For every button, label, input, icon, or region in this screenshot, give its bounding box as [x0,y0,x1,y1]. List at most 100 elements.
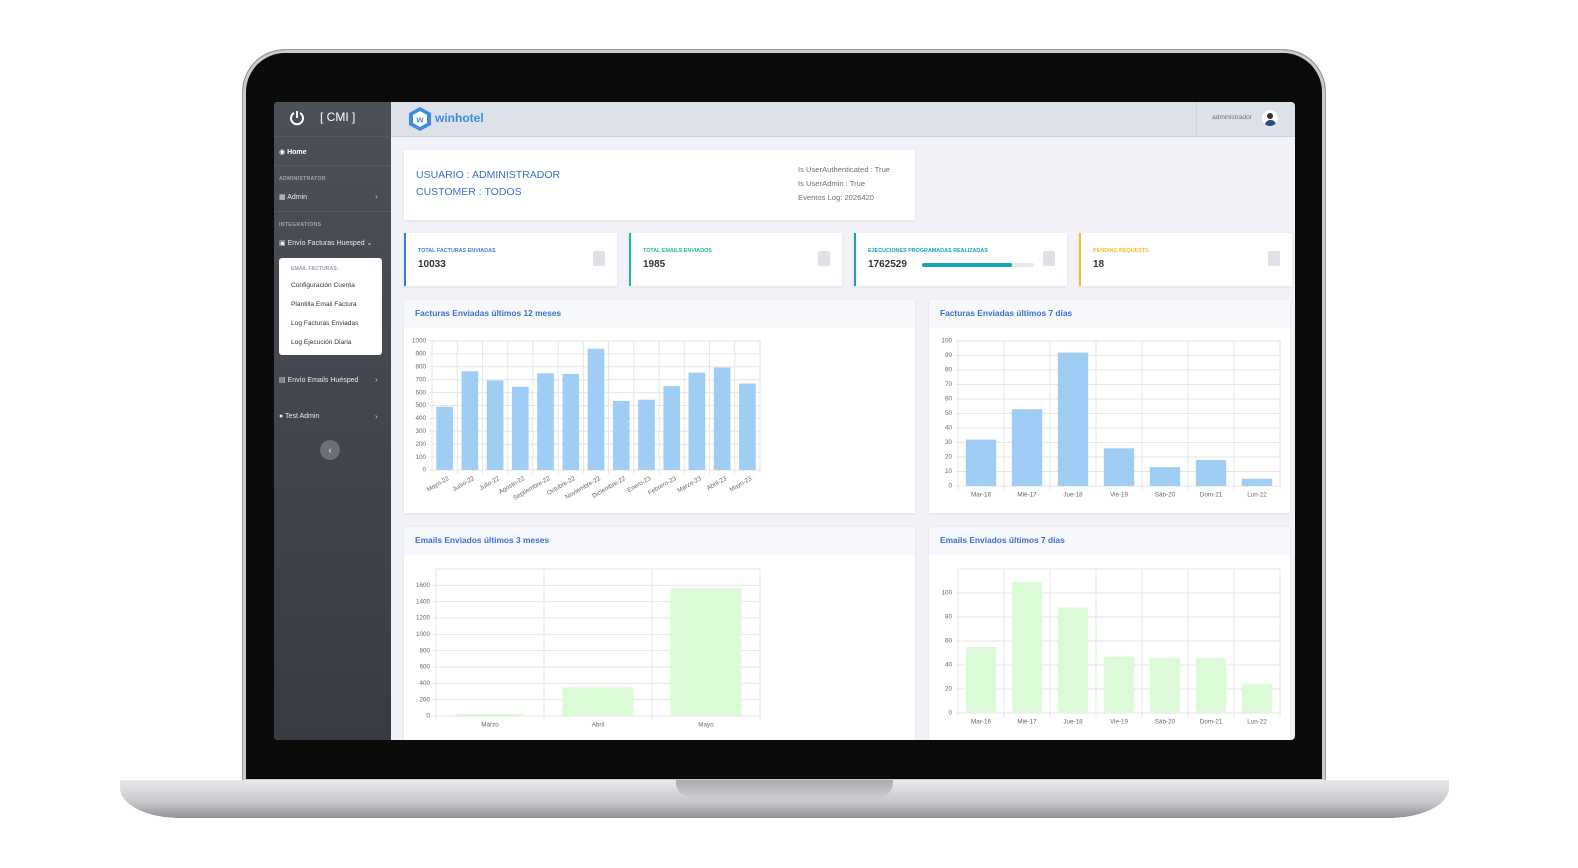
info-card: USUARIO : ADMINISTRADOR CUSTOMER : TODOS… [404,150,915,220]
stat-value: 1762529 [868,259,907,270]
submenu: EMAIL FACTURAS: Configuración Cuenta Pla… [279,258,382,355]
y-tick-label: 300 [415,428,426,435]
bar [1195,459,1227,486]
user-name[interactable]: administrador [1212,114,1252,121]
chart: Emails Enviados últimos 7 días 0 20 40 60 80 1… [929,527,1290,726]
stat-icon [593,251,605,266]
chart-title: Emails Enviados últimos 3 meses [415,535,549,545]
chart-card: Emails Enviados últimos 3 meses 0 200 400 60… [404,527,915,740]
submenu-item[interactable]: Plantilla Email Factura [291,301,357,308]
y-tick-label: 60 [945,638,953,645]
stat-card: EJECUCIONES PROGRAMADAS REALIZADAS 176252… [854,233,1067,286]
menu-admin[interactable]: ▦ Admin [279,194,308,201]
chart-header [404,300,915,328]
chevron: › [375,192,378,201]
stat-value: 10033 [418,259,446,270]
menu-envio-facturas[interactable]: ▣ Envío Facturas Huesped ⌄ [279,240,373,247]
top-bar: w winhotel administrador [391,102,1295,137]
submenu-item[interactable]: Configuración Cuenta [291,282,355,289]
separator [274,136,391,137]
stat-icon [818,251,830,266]
collapse-button[interactable]: ‹ [320,440,340,460]
bar [461,371,479,470]
y-tick-label: 0 [422,467,426,474]
bar [965,439,997,486]
menu-test-admin[interactable]: ● Test Admin [279,413,320,420]
y-tick-label: 1200 [416,615,431,622]
sidebar: [ CMI ] ◉ Home ADMINISTRATOR ▦ Admin › I… [274,102,391,740]
y-tick-label: 1000 [416,631,431,638]
chevron: › [375,412,378,421]
stat-label: PENDING REQUESTS [1093,248,1149,254]
x-tick-label: Sáb-20 [1155,492,1176,499]
chart-card: Facturas Enviadas últimos 12 meses 0 100 20… [404,300,915,513]
y-tick-label: 500 [415,402,426,409]
menu-home[interactable]: ◉ Home [279,149,307,156]
x-tick-label: Dom-21 [1200,719,1223,726]
bar [436,406,453,470]
progress-track [922,263,1034,267]
bar [638,399,655,470]
chart-title: Emails Enviados últimos 7 días [940,535,1065,545]
x-tick-label: Vie-19 [1110,719,1129,726]
x-tick-label: Vie-19 [1110,492,1129,499]
menu-label: Envío Facturas Huesped [287,240,365,247]
y-tick-label: 700 [415,376,426,383]
bar [1103,656,1135,713]
bar [612,400,630,470]
x-tick-label: Marzo-23 [676,475,703,495]
y-tick-label: 800 [419,647,430,654]
y-tick-label: 400 [419,680,430,687]
stat-value: 18 [1093,259,1105,270]
y-tick-label: 200 [419,696,430,703]
info-eventos: Eventos Log: 2026420 [798,193,875,202]
chart-card: Facturas Enviadas últimos 7 días 0 10 20 30 4… [929,300,1290,513]
x-tick-label: Mié-17 [1017,492,1037,499]
y-tick-label: 0 [948,483,952,490]
x-tick-label: Mar-16 [971,719,991,726]
info-customer: CUSTOMER : TODOS [416,186,522,198]
bar [1195,657,1227,713]
separator [1196,102,1197,136]
y-tick-label: 900 [415,351,426,358]
y-tick-label: 100 [941,590,952,597]
bar [1011,409,1043,486]
submenu-title: EMAIL FACTURAS: [291,266,339,272]
y-tick-label: 200 [415,441,426,448]
y-tick-label: 40 [945,662,953,669]
screen: [ CMI ] ◉ Home ADMINISTRATOR ▦ Admin › I… [274,102,1295,740]
y-tick-label: 800 [415,363,426,370]
chart-card: Emails Enviados últimos 7 días 0 20 40 60 80 1… [929,527,1290,740]
bar [739,383,756,470]
bar [562,687,634,716]
bar [587,348,605,470]
bar [1057,607,1089,713]
bar [511,386,529,470]
chart-header [929,527,1290,555]
brand: [ CMI ] [320,110,356,124]
submenu-item[interactable]: Log Facturas Enviadas [291,320,359,327]
info-admin: Is UserAdmin : True [798,179,866,188]
bar [562,373,580,470]
x-tick-label: Marzo [481,722,499,729]
x-tick-label: Lun-22 [1247,492,1267,499]
chart-title: Facturas Enviadas últimos 12 meses [415,308,562,318]
info-usuario: USUARIO : ADMINISTRADOR [416,169,561,181]
chart-header [929,300,1290,328]
menu-envio-emails[interactable]: ▤ Envío Emails Huésped [279,377,359,384]
y-tick-label: 10 [945,468,953,475]
separator [274,211,391,212]
y-tick-label: 80 [945,367,953,374]
bar [1011,582,1043,713]
user-avatar[interactable] [1262,110,1278,126]
menu-label: Envío Emails Huésped [287,377,359,384]
y-tick-label: 20 [945,686,953,693]
y-tick-label: 600 [415,389,426,396]
stat-card: TOTAL EMAILS ENVIADOS 1985 [629,233,842,286]
y-tick-label: 90 [945,352,953,359]
stat-icon [1043,251,1055,266]
submenu-item[interactable]: Log Ejecución Diaria [291,339,352,346]
progress-bar [922,263,1012,267]
bar [965,647,997,713]
x-tick-label: Abril-23 [706,475,729,492]
